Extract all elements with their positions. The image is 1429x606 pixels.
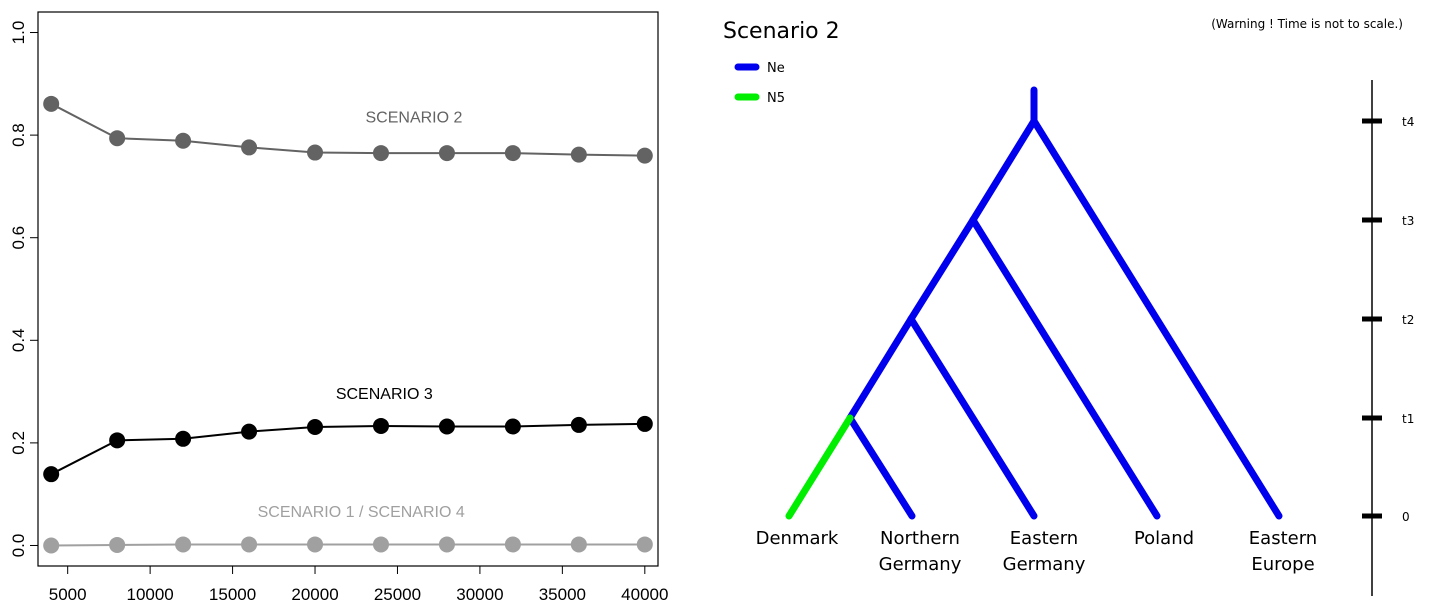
population-label-eastern-europe-line1: Eastern [1249, 528, 1317, 549]
population-label-poland: Poland [1134, 528, 1194, 549]
x-tick-label: 5000 [49, 585, 87, 604]
series-label: SCENARIO 3 [336, 386, 433, 403]
population-label-denmark: Denmark [756, 528, 839, 549]
scenario-diagram: Scenario 2 (Warning ! Time is not to sca… [723, 17, 1414, 596]
time-label-t4: t4 [1402, 115, 1414, 129]
data-point [504, 418, 521, 435]
branch-t4-to-t3 [969, 117, 1038, 224]
data-point [241, 139, 258, 156]
y-tick-label: 0.4 [9, 328, 28, 352]
data-point [504, 536, 521, 553]
plot-frame [37, 11, 659, 567]
x-axis: 5000 10000 15000 20000 25000 30000 35000 40000 [49, 566, 668, 604]
tree-branches [785, 86, 1283, 520]
data-point [372, 417, 389, 434]
population-label-eastern-germany-line2: Germany [1003, 554, 1086, 575]
data-point [438, 536, 455, 553]
series-labels: SCENARIO 2 SCENARIO 3 SCENARIO 1 / SCENARI… [258, 109, 465, 520]
data-point [241, 536, 258, 553]
branch-northern-germany [846, 414, 916, 520]
branch-t3-to-t2 [907, 216, 977, 323]
data-point [109, 536, 126, 553]
branch-eastern-germany [907, 315, 1038, 520]
data-point [307, 418, 324, 435]
y-tick-label: 0.6 [9, 226, 28, 250]
series-lines [50, 102, 645, 547]
series-points [43, 95, 653, 554]
data-point [307, 144, 324, 161]
data-point [570, 146, 587, 163]
series-line [51, 543, 645, 547]
y-axis: 0.0 0.2 0.4 0.6 0.8 1.0 [9, 21, 38, 558]
data-point [570, 536, 587, 553]
data-point [43, 537, 60, 554]
data-point [109, 130, 126, 147]
y-tick-label: 0.8 [9, 123, 28, 147]
data-point [307, 536, 324, 553]
data-point [109, 432, 126, 449]
x-tick-label: 10000 [126, 585, 173, 604]
data-point [438, 145, 455, 162]
population-labels: Denmark Northern Germany Eastern Germany… [756, 528, 1318, 575]
data-point [372, 536, 389, 553]
series-label: SCENARIO 2 [365, 109, 462, 126]
data-point [372, 145, 389, 162]
population-label-northern-germany-line1: Northern [880, 528, 960, 549]
x-tick-label: 25000 [374, 585, 421, 604]
population-label-northern-germany-line2: Germany [879, 554, 962, 575]
branch-eastern-europe [1030, 117, 1283, 520]
data-point [570, 416, 587, 433]
time-label-t3: t3 [1402, 214, 1414, 228]
data-point [636, 415, 653, 432]
series-label: SCENARIO 1 / SCENARIO 4 [258, 504, 465, 521]
branch-t2-to-t1 [846, 315, 915, 422]
x-tick-label: 35000 [539, 585, 586, 604]
population-label-eastern-germany-line1: Eastern [1010, 528, 1078, 549]
scale-warning: (Warning ! Time is not to scale.) [1211, 17, 1403, 31]
data-point [175, 132, 192, 149]
data-point [175, 430, 192, 447]
data-point [43, 466, 60, 483]
legend-label-n5: N5 [767, 91, 785, 106]
line-chart: 5000 10000 15000 20000 25000 30000 35000 40000 … [9, 11, 668, 604]
data-point [175, 536, 192, 553]
series-line [50, 102, 645, 157]
branch-denmark [785, 414, 854, 520]
legend: Ne N5 [734, 61, 785, 106]
data-point [241, 423, 258, 440]
y-tick-label: 0.0 [9, 534, 28, 558]
y-tick-label: 0.2 [9, 431, 28, 455]
data-point [438, 418, 455, 435]
series-line [50, 422, 645, 476]
y-tick-label: 1.0 [9, 21, 28, 45]
x-tick-label: 40000 [621, 585, 668, 604]
data-point [504, 145, 521, 162]
x-tick-label: 30000 [456, 585, 503, 604]
data-point [636, 536, 653, 553]
diagram-title: Scenario 2 [723, 19, 840, 44]
x-tick-label: 15000 [209, 585, 256, 604]
time-axis: t4 t3 t2 t1 0 [1362, 80, 1414, 596]
time-label-t2: t2 [1402, 313, 1414, 327]
branch-poland [969, 216, 1161, 520]
population-label-eastern-europe-line2: Europe [1251, 554, 1314, 575]
x-tick-label: 20000 [291, 585, 338, 604]
data-point [43, 95, 60, 112]
legend-label-ne: Ne [767, 61, 785, 76]
time-label-t1: t1 [1402, 412, 1414, 426]
data-point [636, 147, 653, 164]
time-label-0: 0 [1402, 510, 1410, 524]
